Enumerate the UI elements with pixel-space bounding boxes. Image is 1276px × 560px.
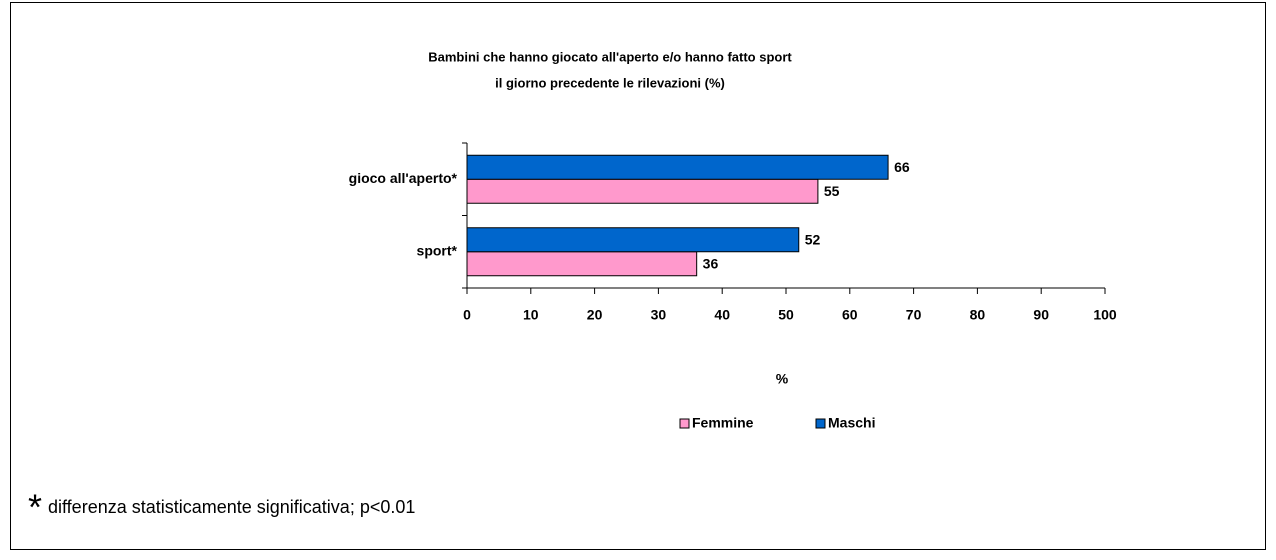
bar (466, 178, 819, 204)
bar (466, 227, 800, 253)
legend-label: Maschi (828, 415, 875, 431)
x-tick-label: 50 (778, 307, 794, 323)
x-tick-label: 30 (651, 307, 667, 323)
x-tick-label: 0 (463, 307, 471, 323)
chart-title: Bambini che hanno giocato all'aperto e/o… (428, 49, 792, 64)
value-label: 36 (703, 255, 719, 271)
x-tick-label: 70 (906, 307, 922, 323)
chart-title: il giorno precedente le rilevazioni (%) (495, 75, 725, 90)
footnote: differenza statisticamente significativa… (48, 497, 415, 517)
x-tick-label: 20 (587, 307, 603, 323)
legend-swatch (679, 418, 690, 429)
x-tick-label: 10 (523, 307, 539, 323)
x-axis-label: % (776, 371, 789, 387)
legend-label: Femmine (692, 415, 754, 431)
x-tick-label: 80 (970, 307, 986, 323)
x-tick-label: 60 (842, 307, 858, 323)
category-label: sport* (417, 242, 458, 258)
value-label: 52 (805, 231, 821, 247)
legend-swatch (815, 418, 826, 429)
x-tick-label: 90 (1033, 307, 1049, 323)
bar (466, 154, 889, 180)
category-label: gioco all'aperto* (349, 170, 458, 186)
footnote-mark: * (28, 487, 42, 528)
value-label: 66 (894, 159, 910, 175)
value-label: 55 (824, 183, 840, 199)
bar (466, 251, 698, 277)
x-tick-label: 40 (714, 307, 730, 323)
x-tick-label: 100 (1093, 307, 1117, 323)
